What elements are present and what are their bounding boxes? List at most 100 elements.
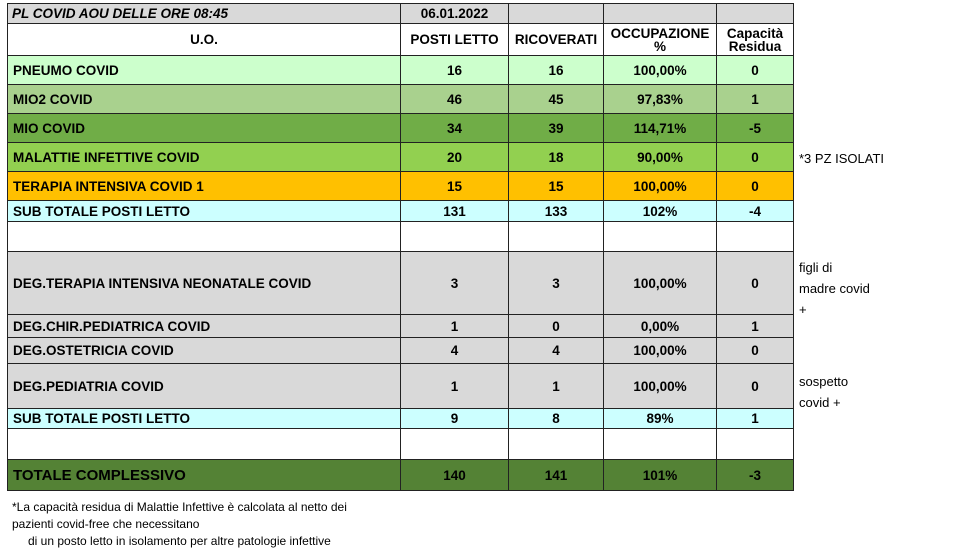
- empty-cell: [400, 221, 509, 252]
- col-occupancy-line1: OCCUPAZIONE: [610, 25, 710, 41]
- col-capacity-line2: Residua: [728, 38, 782, 54]
- beds-cell: 46: [400, 84, 509, 114]
- neonatal-note-line3: +: [799, 302, 807, 317]
- table-row: DEG.TERAPIA INTENSIVA NEONATALE COVID 3 …: [7, 251, 794, 315]
- occupancy-cell: 100,00%: [603, 55, 717, 85]
- table-row: DEG.OSTETRICIA COVID 4 4 100,00% 0: [7, 337, 794, 364]
- spacer-row: [7, 221, 794, 252]
- beds-cell: 3: [400, 251, 509, 315]
- unit-name: TERAPIA INTENSIVA COVID 1: [7, 171, 401, 201]
- pediatric-note: sospetto covid +: [799, 371, 848, 413]
- empty-cell: [400, 428, 509, 460]
- title-row: PL COVID AOU DELLE ORE 08:45 06.01.2022: [7, 3, 794, 24]
- unit-name: MIO COVID: [7, 113, 401, 143]
- footnote: *La capacità residua di Malattie Infetti…: [12, 499, 412, 550]
- pediatric-note-line1: sospetto: [799, 374, 849, 389]
- neonatal-note-line2: madre covid: [799, 281, 870, 296]
- capacity-cell: -3: [716, 459, 794, 491]
- admitted-cell: 45: [508, 84, 604, 114]
- capacity-cell: 0: [716, 363, 794, 409]
- occupancy-cell: 100,00%: [603, 363, 717, 409]
- admitted-cell: 18: [508, 142, 604, 172]
- pediatric-note-line2: covid +: [799, 395, 841, 410]
- table-row: MALATTIE INFETTIVE COVID 20 18 90,00% 0: [7, 142, 794, 172]
- neonatal-note: figli di madre covid +: [799, 257, 870, 320]
- beds-cell: 131: [400, 200, 509, 222]
- occupancy-cell: 0,00%: [603, 314, 717, 338]
- capacity-cell: 0: [716, 337, 794, 364]
- capacity-cell: 0: [716, 55, 794, 85]
- col-beds: POSTI LETTO: [400, 23, 509, 56]
- covid-beds-table: PL COVID AOU DELLE ORE 08:45 06.01.2022 …: [7, 3, 794, 491]
- beds-cell: 15: [400, 171, 509, 201]
- unit-name: MALATTIE INFETTIVE COVID: [7, 142, 401, 172]
- unit-name: SUB TOTALE POSTI LETTO: [7, 408, 401, 429]
- admitted-cell: 133: [508, 200, 604, 222]
- report-title: PL COVID AOU DELLE ORE 08:45: [7, 3, 401, 24]
- table-row: MIO COVID 34 39 114,71% -5: [7, 113, 794, 143]
- empty-header-cell: [716, 3, 794, 24]
- admitted-cell: 3: [508, 251, 604, 315]
- grand-total-row: TOTALE COMPLESSIVO 140 141 101% -3: [7, 459, 794, 491]
- unit-name: SUB TOTALE POSTI LETTO: [7, 200, 401, 222]
- occupancy-cell: 101%: [603, 459, 717, 491]
- empty-cell: [508, 221, 604, 252]
- col-unit: U.O.: [7, 23, 401, 56]
- beds-cell: 1: [400, 314, 509, 338]
- beds-cell: 1: [400, 363, 509, 409]
- col-occupancy: OCCUPAZIONE%: [603, 23, 717, 56]
- footnote-line1: *La capacità residua di Malattie Infetti…: [12, 500, 347, 514]
- admitted-cell: 8: [508, 408, 604, 429]
- beds-cell: 9: [400, 408, 509, 429]
- isolated-note: *3 PZ ISOLATI: [799, 151, 885, 166]
- occupancy-cell: 97,83%: [603, 84, 717, 114]
- admitted-cell: 16: [508, 55, 604, 85]
- unit-name: PNEUMO COVID: [7, 55, 401, 85]
- empty-cell: [716, 428, 794, 460]
- unit-name: DEG.OSTETRICIA COVID: [7, 337, 401, 364]
- empty-header-cell: [603, 3, 717, 24]
- capacity-cell: 0: [716, 171, 794, 201]
- capacity-cell: 0: [716, 251, 794, 315]
- beds-cell: 34: [400, 113, 509, 143]
- table-row: PNEUMO COVID 16 16 100,00% 0: [7, 55, 794, 85]
- col-capacity: Capacità Residua: [716, 23, 794, 56]
- admitted-cell: 141: [508, 459, 604, 491]
- col-occupancy-line2: %: [653, 38, 666, 54]
- admitted-cell: 39: [508, 113, 604, 143]
- empty-cell: [7, 428, 401, 460]
- col-admitted: RICOVERATI: [508, 23, 604, 56]
- occupancy-cell: 89%: [603, 408, 717, 429]
- table-row: MIO2 COVID 46 45 97,83% 1: [7, 84, 794, 114]
- unit-name: DEG.PEDIATRIA COVID: [7, 363, 401, 409]
- capacity-cell: 1: [716, 84, 794, 114]
- empty-header-cell: [508, 3, 604, 24]
- report-date: 06.01.2022: [400, 3, 509, 24]
- unit-name: DEG.TERAPIA INTENSIVA NEONATALE COVID: [7, 251, 401, 315]
- spacer-row: [7, 428, 794, 460]
- column-header-row: U.O. POSTI LETTO RICOVERATI OCCUPAZIONE%…: [7, 23, 794, 56]
- beds-cell: 20: [400, 142, 509, 172]
- table-row: TERAPIA INTENSIVA COVID 1 15 15 100,00% …: [7, 171, 794, 201]
- empty-cell: [603, 221, 717, 252]
- neonatal-note-line1: figli di: [799, 260, 833, 275]
- unit-name: TOTALE COMPLESSIVO: [7, 459, 401, 491]
- admitted-cell: 1: [508, 363, 604, 409]
- unit-name: MIO2 COVID: [7, 84, 401, 114]
- col-capacity-line1: Capacità: [726, 25, 784, 41]
- occupancy-cell: 90,00%: [603, 142, 717, 172]
- admitted-cell: 4: [508, 337, 604, 364]
- capacity-cell: -5: [716, 113, 794, 143]
- capacity-cell: 1: [716, 314, 794, 338]
- unit-name: DEG.CHIR.PEDIATRICA COVID: [7, 314, 401, 338]
- empty-cell: [716, 221, 794, 252]
- beds-cell: 140: [400, 459, 509, 491]
- footnote-line2: pazienti covid-free che necessitano: [12, 517, 200, 531]
- empty-cell: [603, 428, 717, 460]
- occupancy-cell: 102%: [603, 200, 717, 222]
- empty-cell: [7, 221, 401, 252]
- capacity-cell: 0: [716, 142, 794, 172]
- capacity-cell: -4: [716, 200, 794, 222]
- subtotal-row: SUB TOTALE POSTI LETTO 131 133 102% -4: [7, 200, 794, 222]
- occupancy-cell: 114,71%: [603, 113, 717, 143]
